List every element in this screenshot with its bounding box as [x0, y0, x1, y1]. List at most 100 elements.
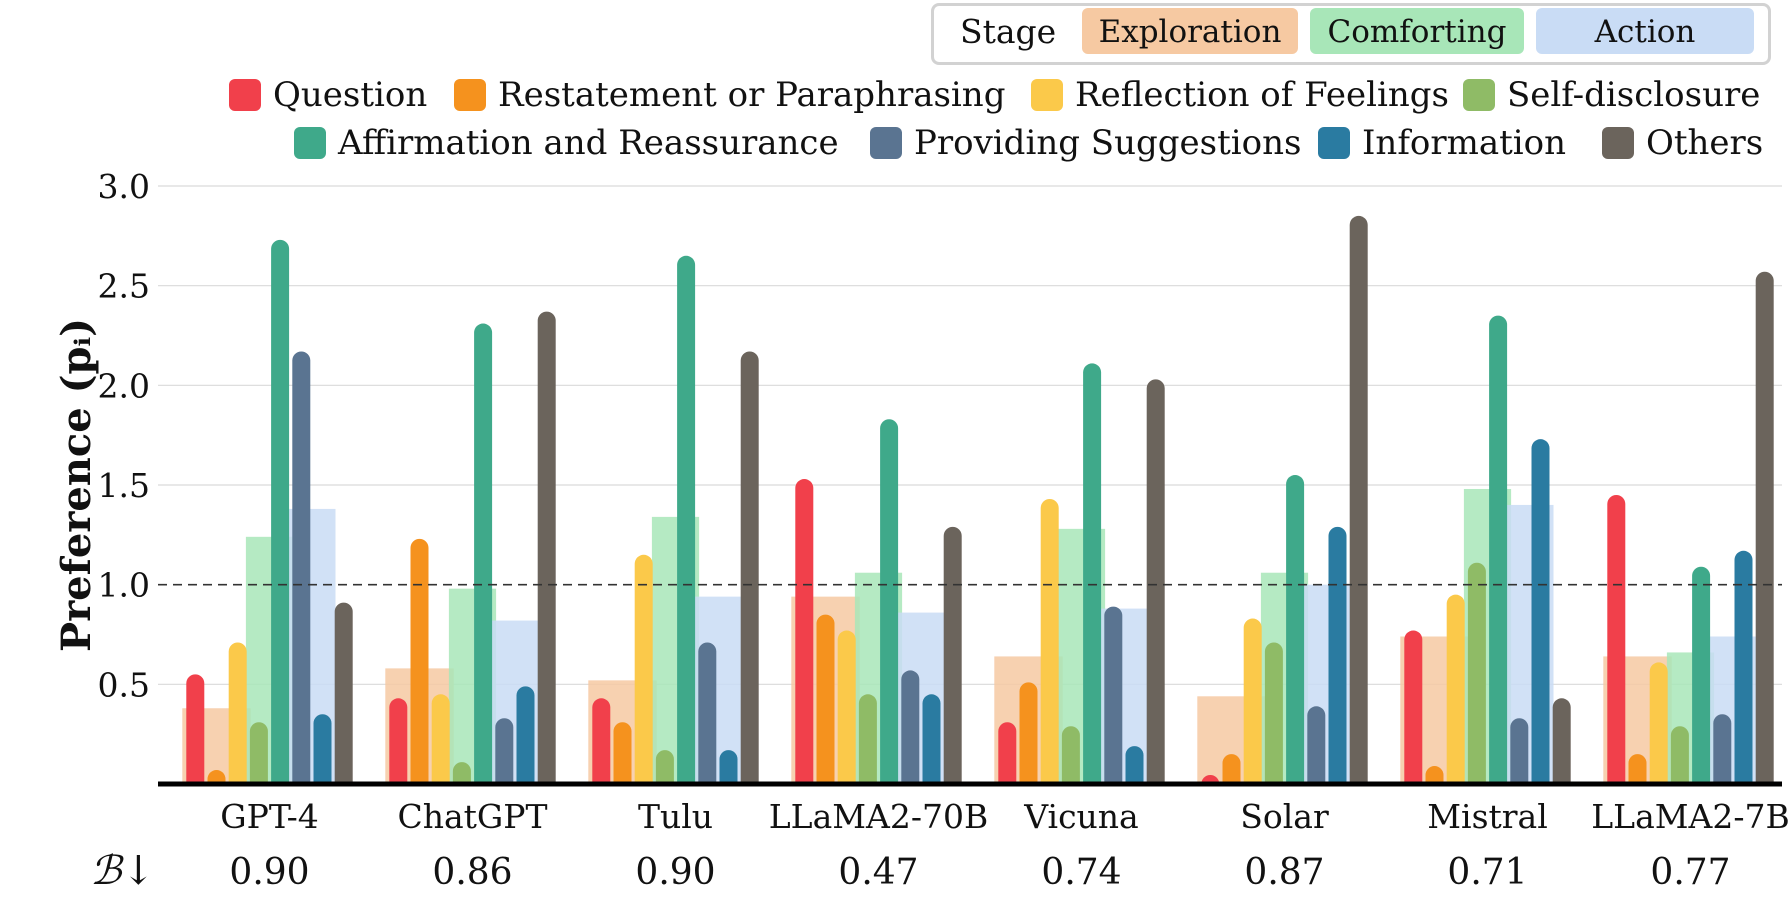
legend-swatch: [1318, 127, 1350, 159]
stage-legend-comforting: Comforting: [1310, 8, 1524, 54]
x-tick-label: Tulu: [638, 797, 713, 836]
legend-item-reflection-of-feelings: Reflection of Feelings: [1031, 73, 1449, 117]
bar-providing-suggestions: [1307, 706, 1326, 784]
legend-item-question: Question: [229, 73, 427, 117]
stage-legend-exploration: Exploration: [1082, 8, 1298, 54]
legend-item-restatement-or-paraphrasing: Restatement or Paraphrasing: [454, 73, 1005, 117]
legend-swatch: [1031, 79, 1063, 111]
bar-self-disclosure: [1670, 726, 1689, 784]
legend-label: Providing Suggestions: [914, 123, 1302, 163]
bar-providing-suggestions: [1713, 714, 1732, 784]
legend-item-providing-suggestions: Providing Suggestions: [870, 121, 1301, 165]
b-value-label: 0.74: [1041, 852, 1121, 893]
bar-others: [1552, 698, 1571, 784]
bar-restatement-or-paraphrasing: [1628, 754, 1647, 784]
bar-providing-suggestions: [495, 718, 514, 784]
legend-item-affirmation-and-reassurance: Affirmation and Reassurance: [294, 121, 839, 165]
bar-information: [1734, 550, 1753, 784]
bar-information: [1125, 746, 1144, 784]
bar-affirmation-and-reassurance: [1489, 315, 1508, 784]
legend-label: Others: [1646, 123, 1764, 163]
x-tick-label: Vicuna: [1023, 797, 1138, 836]
b-value-label: 0.90: [635, 852, 715, 893]
legend-label: Self-disclosure: [1507, 75, 1761, 115]
bar-providing-suggestions: [901, 670, 920, 784]
bar-question: [186, 674, 205, 784]
x-tick-label: LLaMA2-70B: [769, 797, 989, 836]
legend-swatch: [1602, 127, 1634, 159]
bar-affirmation-and-reassurance: [1083, 363, 1102, 784]
bar-self-disclosure: [1061, 726, 1080, 784]
bar-others: [334, 602, 353, 784]
x-tick-label: Mistral: [1427, 797, 1548, 836]
bar-affirmation-and-reassurance: [271, 239, 290, 784]
bar-question: [795, 479, 814, 784]
y-tick-label: 3.0: [98, 167, 150, 206]
bar-restatement-or-paraphrasing: [207, 770, 226, 784]
bar-providing-suggestions: [1104, 606, 1123, 784]
bar-affirmation-and-reassurance: [474, 323, 493, 784]
legend-item-self-disclosure: Self-disclosure: [1463, 73, 1760, 117]
bar-reflection-of-feelings: [1446, 594, 1465, 784]
b-value-label: 0.77: [1650, 852, 1730, 893]
bar-self-disclosure: [249, 722, 268, 784]
bar-reflection-of-feelings: [1649, 662, 1668, 784]
y-tick-label: 1.5: [98, 466, 150, 505]
bar-information: [1328, 526, 1347, 784]
bar-information: [719, 750, 738, 784]
bar-reflection-of-feelings: [431, 694, 450, 784]
bar-information: [516, 686, 535, 784]
bar-affirmation-and-reassurance: [1692, 566, 1711, 784]
legend-label: Question: [273, 75, 428, 115]
bar-providing-suggestions: [292, 351, 311, 784]
bar-restatement-or-paraphrasing: [1222, 754, 1241, 784]
bar-providing-suggestions: [698, 642, 717, 784]
bar-others: [943, 526, 962, 784]
bar-question: [1404, 630, 1423, 784]
legend-swatch: [229, 79, 261, 111]
legend-swatch: [294, 127, 326, 159]
legend-item-information: Information: [1318, 121, 1566, 165]
bar-self-disclosure: [858, 694, 877, 784]
bar-restatement-or-paraphrasing: [1425, 766, 1444, 784]
bar-restatement-or-paraphrasing: [1019, 682, 1038, 784]
bar-question: [998, 722, 1017, 784]
b-value-label: 0.90: [229, 852, 309, 893]
y-tick-label: 0.5: [98, 665, 150, 704]
bar-others: [740, 351, 759, 784]
bar-reflection-of-feelings: [228, 642, 247, 784]
bar-information: [922, 694, 941, 784]
bar-restatement-or-paraphrasing: [410, 538, 429, 784]
bar-others: [1146, 379, 1165, 784]
y-tick-label: 1.0: [98, 566, 150, 605]
bar-self-disclosure: [1467, 562, 1486, 784]
bar-restatement-or-paraphrasing: [816, 614, 835, 784]
bar-information: [1531, 439, 1550, 784]
bar-question: [592, 698, 611, 784]
bar-others: [1755, 271, 1774, 784]
b-value-label: 0.71: [1447, 852, 1527, 893]
x-tick-label: LLaMA2-7B: [1591, 797, 1788, 836]
bar-self-disclosure: [1264, 642, 1283, 784]
stage-legend-title: Stage: [960, 12, 1057, 51]
b-value-label: 0.47: [838, 852, 918, 893]
bar-reflection-of-feelings: [634, 554, 653, 784]
bar-information: [313, 714, 332, 784]
bar-reflection-of-feelings: [1040, 498, 1059, 784]
legend-swatch: [1463, 79, 1495, 111]
y-axis-label: Preference (pᵢ): [53, 318, 100, 652]
x-tick-label: Solar: [1240, 797, 1329, 836]
bar-self-disclosure: [655, 750, 674, 784]
bar-others: [1349, 215, 1368, 784]
bar-affirmation-and-reassurance: [1286, 475, 1305, 784]
legend-swatch: [870, 127, 902, 159]
legend-label: Information: [1362, 123, 1567, 163]
y-tick-label: 2.5: [98, 267, 150, 306]
legend-label: Affirmation and Reassurance: [338, 123, 839, 163]
bar-question: [389, 698, 408, 784]
b-value-label: 0.87: [1244, 852, 1324, 893]
bar-self-disclosure: [452, 762, 471, 784]
bar-others: [537, 311, 556, 784]
x-tick-label: GPT-4: [220, 797, 318, 836]
